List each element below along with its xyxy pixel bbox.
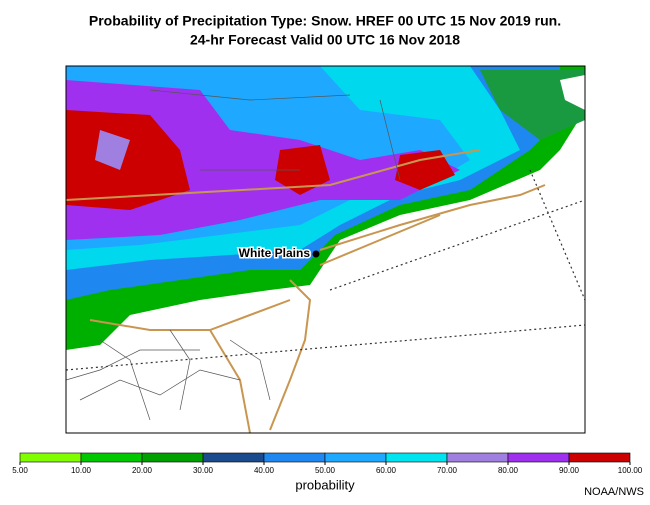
colorbar-tick-label: 40.00 xyxy=(254,466,275,475)
colorbar-tick-label: 100.00 xyxy=(618,466,643,475)
colorbar-segment xyxy=(568,452,631,463)
colorbar-tick-label: 10.00 xyxy=(71,466,92,475)
subtitle: 24-hr Forecast Valid 00 UTC 16 Nov 2018 xyxy=(190,32,460,48)
title: Probability of Precipitation Type: Snow.… xyxy=(89,13,561,29)
place-marker xyxy=(312,250,320,258)
colorbar-tick-label: 30.00 xyxy=(193,466,214,475)
colorbar-segment xyxy=(19,452,82,463)
colorbar-tick-label: 80.00 xyxy=(498,466,519,475)
colorbar-tick-label: 5.00 xyxy=(12,466,28,475)
colorbar-label: probability xyxy=(295,477,355,492)
credit: NOAA/NWS xyxy=(584,486,644,498)
colorbar-segment xyxy=(385,452,448,463)
colorbar-segment xyxy=(263,452,326,463)
place-label: White Plains xyxy=(239,246,311,260)
colorbar-segment xyxy=(507,452,570,463)
colorbar: 5.00 10.00 20.00 30.00 40.00 50.00 60.00 70.00 8… xyxy=(12,452,643,475)
colorbar-tick-label: 50.00 xyxy=(315,466,336,475)
colorbar-segment xyxy=(80,452,143,463)
colorbar-segment xyxy=(141,452,204,463)
colorbar-segment xyxy=(202,452,265,463)
colorbar-tick-label: 60.00 xyxy=(376,466,397,475)
colorbar-segment xyxy=(324,452,387,463)
colorbar-tick-label: 20.00 xyxy=(132,466,153,475)
colorbar-tick-label: 90.00 xyxy=(559,466,580,475)
map: White Plains xyxy=(65,65,586,434)
colorbar-tick-label: 70.00 xyxy=(437,466,458,475)
colorbar-segment xyxy=(446,452,509,463)
